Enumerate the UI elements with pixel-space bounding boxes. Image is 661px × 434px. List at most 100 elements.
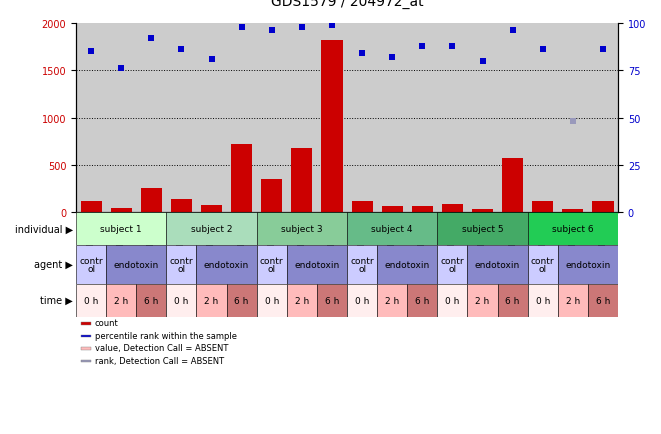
Bar — [81, 323, 91, 325]
Text: rank, Detection Call = ABSENT: rank, Detection Call = ABSENT — [95, 356, 224, 365]
Bar — [498, 284, 527, 317]
Text: time ▶: time ▶ — [40, 296, 73, 306]
Text: endotoxin: endotoxin — [475, 260, 520, 269]
Bar — [141, 189, 162, 213]
Text: 2 h: 2 h — [566, 296, 580, 305]
Text: contr
ol: contr ol — [79, 256, 103, 273]
Bar — [196, 245, 256, 284]
Bar — [347, 245, 377, 284]
Bar — [171, 200, 192, 213]
Text: 6 h: 6 h — [144, 296, 159, 305]
Bar — [81, 335, 91, 337]
Bar — [287, 284, 317, 317]
Text: endotoxin: endotoxin — [385, 260, 430, 269]
Bar — [502, 159, 524, 213]
Bar — [256, 245, 287, 284]
Bar — [167, 245, 196, 284]
Bar — [438, 284, 467, 317]
Text: endotoxin: endotoxin — [294, 260, 340, 269]
Text: 2 h: 2 h — [204, 296, 219, 305]
Text: subject 3: subject 3 — [281, 224, 323, 233]
Bar — [438, 213, 527, 245]
Text: contr
ol: contr ol — [531, 256, 555, 273]
Bar — [231, 145, 253, 213]
Bar — [106, 245, 167, 284]
Bar — [317, 284, 347, 317]
Bar — [256, 213, 347, 245]
Text: contr
ol: contr ol — [441, 256, 464, 273]
Bar — [227, 284, 256, 317]
Text: endotoxin: endotoxin — [114, 260, 159, 269]
Text: subject 2: subject 2 — [191, 224, 232, 233]
Bar — [261, 180, 282, 213]
Bar — [167, 213, 256, 245]
Bar — [407, 284, 438, 317]
Bar — [558, 245, 618, 284]
Bar — [377, 245, 438, 284]
Bar — [110, 209, 132, 213]
Bar — [76, 213, 167, 245]
Text: 2 h: 2 h — [385, 296, 399, 305]
Bar — [412, 206, 433, 213]
Bar — [527, 284, 558, 317]
Bar — [196, 284, 227, 317]
Text: 6 h: 6 h — [596, 296, 610, 305]
Text: endotoxin: endotoxin — [204, 260, 249, 269]
Bar — [527, 213, 618, 245]
Text: contr
ol: contr ol — [170, 256, 193, 273]
Text: 2 h: 2 h — [114, 296, 128, 305]
Bar — [76, 245, 106, 284]
Bar — [167, 284, 196, 317]
Bar — [377, 284, 407, 317]
Text: subject 5: subject 5 — [462, 224, 503, 233]
Text: 0 h: 0 h — [535, 296, 550, 305]
Text: 0 h: 0 h — [175, 296, 188, 305]
Bar — [563, 209, 584, 213]
Bar — [106, 284, 136, 317]
Bar — [532, 201, 553, 213]
Text: 0 h: 0 h — [355, 296, 369, 305]
Bar — [256, 284, 287, 317]
Text: count: count — [95, 319, 119, 328]
Bar — [592, 201, 613, 213]
Bar — [352, 201, 373, 213]
Bar — [201, 205, 222, 213]
Bar — [136, 284, 167, 317]
Text: 2 h: 2 h — [475, 296, 490, 305]
Text: contr
ol: contr ol — [260, 256, 284, 273]
Bar — [438, 245, 467, 284]
Bar — [467, 284, 498, 317]
Bar — [292, 148, 313, 213]
Bar — [81, 201, 102, 213]
Bar — [467, 245, 527, 284]
Text: 2 h: 2 h — [295, 296, 309, 305]
Text: agent ▶: agent ▶ — [34, 260, 73, 270]
Bar — [527, 245, 558, 284]
Text: subject 1: subject 1 — [100, 224, 142, 233]
Bar — [287, 245, 347, 284]
Text: value, Detection Call = ABSENT: value, Detection Call = ABSENT — [95, 344, 228, 352]
Bar — [76, 284, 106, 317]
Bar — [472, 210, 493, 213]
Text: subject 4: subject 4 — [371, 224, 413, 233]
Text: percentile rank within the sample: percentile rank within the sample — [95, 331, 237, 340]
Bar — [81, 360, 91, 362]
Text: 0 h: 0 h — [264, 296, 279, 305]
Text: endotoxin: endotoxin — [565, 260, 611, 269]
Bar — [347, 213, 438, 245]
Bar — [381, 207, 403, 213]
Bar — [81, 348, 91, 350]
Bar — [347, 284, 377, 317]
Text: 0 h: 0 h — [84, 296, 98, 305]
Bar — [321, 41, 342, 213]
Bar — [442, 204, 463, 213]
Text: 0 h: 0 h — [446, 296, 459, 305]
Text: 6 h: 6 h — [235, 296, 249, 305]
Text: subject 6: subject 6 — [552, 224, 594, 233]
Text: individual ▶: individual ▶ — [15, 224, 73, 234]
Bar — [588, 284, 618, 317]
Text: GDS1579 / 204972_at: GDS1579 / 204972_at — [271, 0, 423, 9]
Text: 6 h: 6 h — [415, 296, 430, 305]
Text: contr
ol: contr ol — [350, 256, 374, 273]
Text: 6 h: 6 h — [506, 296, 520, 305]
